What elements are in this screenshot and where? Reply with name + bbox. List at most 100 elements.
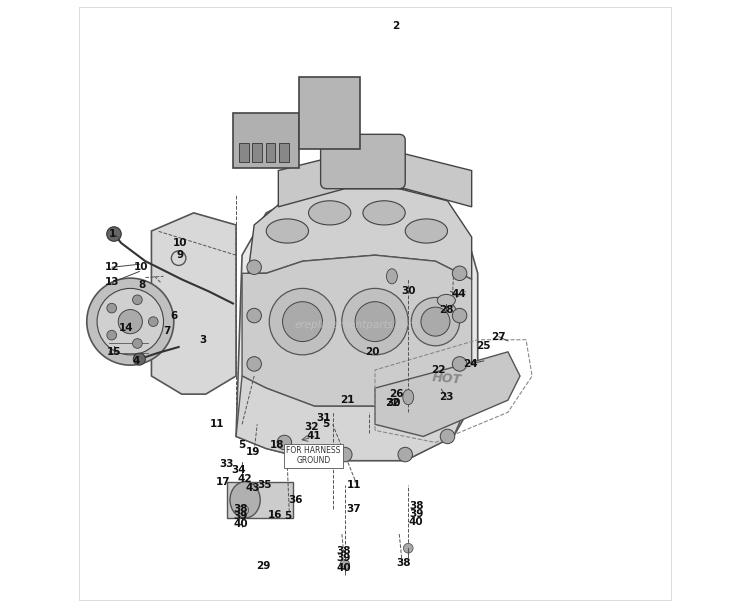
Ellipse shape (230, 482, 260, 518)
Bar (252, 143, 262, 161)
Circle shape (107, 304, 116, 313)
Text: 39: 39 (409, 509, 423, 519)
Text: 10: 10 (173, 238, 188, 248)
Circle shape (133, 339, 142, 348)
Text: 18: 18 (270, 441, 284, 450)
Text: 43: 43 (246, 483, 260, 493)
Text: 22: 22 (431, 365, 445, 375)
Text: 28: 28 (439, 305, 454, 314)
Text: 40: 40 (233, 519, 248, 529)
Circle shape (247, 308, 262, 323)
Text: 37: 37 (346, 504, 362, 514)
Text: 42: 42 (238, 473, 253, 484)
Circle shape (398, 447, 412, 462)
Text: 23: 23 (439, 392, 454, 402)
Text: 32: 32 (304, 422, 319, 432)
Text: 14: 14 (118, 323, 134, 333)
Text: 7: 7 (163, 326, 170, 336)
Text: 44: 44 (451, 290, 466, 299)
Text: 13: 13 (105, 277, 119, 287)
Bar (266, 143, 275, 161)
Ellipse shape (405, 219, 448, 243)
Text: 33: 33 (220, 459, 234, 469)
Text: 19: 19 (246, 447, 260, 456)
Text: 11: 11 (346, 480, 361, 490)
Ellipse shape (386, 269, 398, 284)
Circle shape (87, 278, 174, 365)
Circle shape (97, 288, 164, 355)
Text: 8: 8 (139, 280, 146, 290)
Text: 20: 20 (364, 347, 380, 357)
Polygon shape (248, 183, 472, 279)
Text: 6: 6 (171, 311, 178, 320)
Circle shape (355, 302, 395, 342)
Ellipse shape (308, 201, 351, 225)
Circle shape (239, 505, 249, 515)
Text: 21: 21 (340, 395, 355, 405)
Circle shape (342, 288, 408, 355)
Circle shape (452, 266, 466, 280)
Circle shape (133, 295, 142, 305)
Text: 36: 36 (288, 495, 302, 505)
Circle shape (338, 447, 352, 462)
Circle shape (452, 308, 466, 323)
Circle shape (440, 429, 454, 444)
FancyBboxPatch shape (299, 77, 360, 149)
Polygon shape (236, 183, 478, 461)
Text: 39: 39 (337, 554, 351, 563)
Polygon shape (375, 352, 520, 436)
Text: ereplacementparts.com: ereplacementparts.com (295, 320, 419, 330)
Circle shape (452, 357, 466, 371)
Circle shape (107, 330, 116, 340)
Text: 25: 25 (476, 341, 491, 351)
Text: 26: 26 (389, 389, 404, 399)
Text: 27: 27 (491, 332, 506, 342)
Bar (239, 143, 249, 161)
Text: 17: 17 (215, 476, 230, 487)
Text: 1: 1 (109, 229, 115, 239)
Text: 31: 31 (316, 413, 331, 423)
Ellipse shape (437, 294, 455, 307)
Ellipse shape (363, 201, 405, 225)
Circle shape (283, 302, 322, 342)
Text: 38: 38 (336, 546, 351, 556)
Text: 38: 38 (397, 558, 411, 568)
Text: FOR HARNESS
GROUND: FOR HARNESS GROUND (286, 446, 340, 466)
Text: 29: 29 (256, 561, 271, 571)
Circle shape (118, 310, 142, 334)
Text: 11: 11 (209, 419, 224, 429)
Text: 30: 30 (386, 398, 400, 408)
Ellipse shape (403, 390, 414, 405)
Text: 24: 24 (464, 359, 478, 369)
Text: 10: 10 (134, 262, 148, 273)
Polygon shape (236, 364, 472, 461)
Circle shape (404, 543, 413, 553)
Text: 40: 40 (409, 517, 424, 527)
Text: 35: 35 (258, 480, 272, 490)
Polygon shape (227, 482, 293, 518)
Text: 30: 30 (401, 287, 416, 296)
FancyBboxPatch shape (320, 134, 405, 189)
Circle shape (277, 435, 292, 450)
FancyBboxPatch shape (233, 113, 299, 168)
Text: 15: 15 (106, 347, 122, 357)
Text: 16: 16 (268, 510, 283, 520)
Circle shape (247, 357, 262, 371)
Text: 3: 3 (200, 334, 206, 345)
Text: 34: 34 (232, 465, 246, 475)
Text: 38: 38 (409, 501, 423, 511)
Circle shape (411, 297, 460, 346)
Circle shape (148, 317, 158, 327)
Bar (279, 143, 289, 161)
Circle shape (247, 260, 262, 274)
Text: 41: 41 (306, 432, 321, 441)
Text: 4: 4 (133, 356, 140, 366)
Text: 39: 39 (234, 511, 248, 521)
Text: 9: 9 (177, 250, 184, 260)
Circle shape (269, 288, 336, 355)
Polygon shape (152, 213, 236, 394)
Circle shape (340, 560, 350, 569)
Polygon shape (278, 146, 472, 207)
Text: 2: 2 (392, 21, 400, 30)
Circle shape (106, 227, 122, 241)
